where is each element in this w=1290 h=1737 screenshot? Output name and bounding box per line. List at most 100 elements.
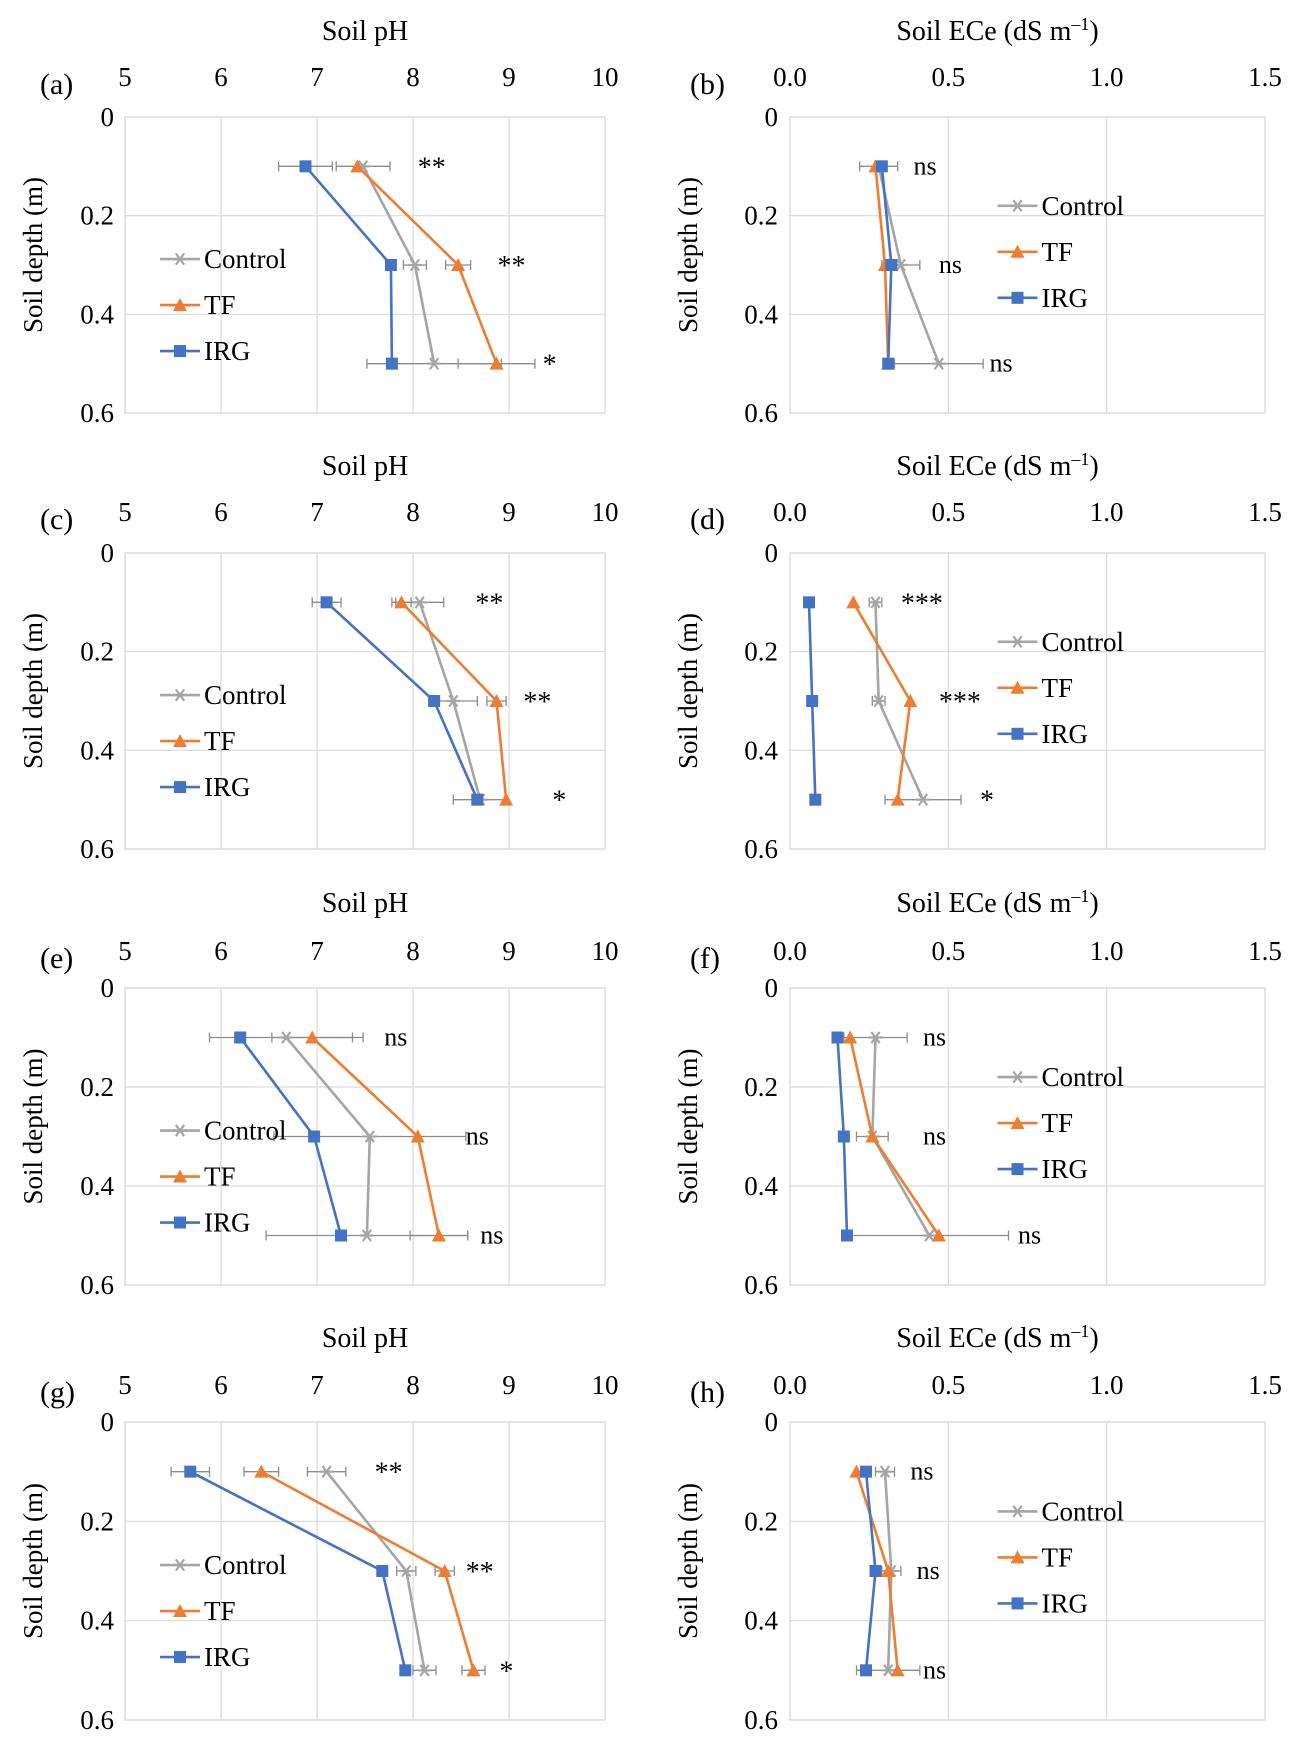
y-tick-label: 0.2 <box>744 1506 778 1536</box>
legend-item-tf: TF <box>160 726 236 756</box>
panel-label: (b) <box>690 68 725 101</box>
legend-item-irg: IRG <box>997 1588 1089 1618</box>
legend-label: IRG <box>1042 1588 1089 1618</box>
irg-marker <box>875 160 888 173</box>
irg-marker <box>831 1031 844 1044</box>
control-marker-stroke <box>429 357 440 370</box>
panel-label: (h) <box>690 1376 725 1409</box>
plot-area <box>124 116 606 414</box>
legend-item-control: Control <box>160 1116 287 1146</box>
y-axis-label: Soil depth (m) <box>673 177 703 333</box>
legend-item-tf: TF <box>997 1108 1073 1138</box>
control-marker <box>881 1664 896 1677</box>
panel-b: (b) Soil ECe (dS m–1) 0.0 0.5 1.0 1.5 0 0.2 0.4 0… <box>673 14 1282 428</box>
series-control <box>306 1466 437 1676</box>
control-marker <box>173 252 187 266</box>
panel-e: (e) Soil pH 5 6 7 8 9 10 0 0.2 0.4 0.6 Soil depth (m… <box>18 888 619 1300</box>
tf-marker <box>173 1604 187 1618</box>
y-tick-label: 0.2 <box>80 637 114 667</box>
legend-item-tf: TF <box>160 290 236 320</box>
plot-area <box>789 116 1266 414</box>
tf-marker <box>865 1129 880 1143</box>
x-tick-label: 1.5 <box>1248 62 1282 92</box>
y-tick-label: 0 <box>101 973 115 1003</box>
legend-item-tf: TF <box>160 1162 236 1192</box>
y-tick-label: 0.4 <box>80 299 114 329</box>
y-tick-label: 0.2 <box>80 1072 114 1102</box>
significance-label: ** <box>466 1557 494 1588</box>
x-axis-title-text: Soil ECe (dS m <box>896 16 1071 47</box>
x-axis-title-text: Soil pH <box>322 451 408 482</box>
control-marker-stroke <box>879 1465 891 1478</box>
x-tick-label: 6 <box>214 1370 228 1400</box>
irg-marker <box>308 1130 321 1143</box>
tf-marker <box>881 1564 896 1577</box>
y-tick-label: 0.2 <box>80 1506 114 1536</box>
x-tick-label: 7 <box>310 936 324 966</box>
control-marker-stroke <box>870 596 881 609</box>
y-tick-label: 0.6 <box>744 1270 778 1300</box>
legend-label: Control <box>204 1550 287 1580</box>
x-tick-label: 8 <box>406 497 420 527</box>
significance-label: ns <box>466 1122 489 1151</box>
y-axis-label: Soil depth (m) <box>18 613 48 769</box>
x-tick-label: 0.5 <box>931 497 965 527</box>
tf-marker <box>451 258 466 271</box>
x-axis-title: Soil pH <box>322 451 408 482</box>
significance-label: ns <box>914 151 937 180</box>
x-tick-label: 6 <box>214 936 228 966</box>
x-axis-title-superscript: –1 <box>1070 1321 1089 1341</box>
x-axis-title-text: Soil pH <box>322 888 408 919</box>
y-tick-label: 0.6 <box>80 1705 114 1735</box>
x-axis-title: Soil ECe (dS m–1) <box>896 886 1098 919</box>
tf-marker <box>903 694 918 707</box>
legend-label: TF <box>204 1596 236 1626</box>
irg-marker <box>299 160 312 173</box>
x-tick-label: 0.0 <box>773 497 807 527</box>
legend: Control TF IRG <box>997 191 1124 313</box>
control-marker <box>916 793 930 806</box>
panel-g: (g) Soil pH 5 6 7 8 9 10 0 0.2 0.4 0.6 Soil depth (m… <box>18 1323 619 1735</box>
control-marker-stroke <box>409 258 420 272</box>
x-axis-title-superscript: –1 <box>1070 449 1089 469</box>
y-tick-label: 0.4 <box>80 1171 114 1201</box>
significance-label: ns <box>923 1023 946 1052</box>
irg-marker <box>184 1465 197 1478</box>
control-marker <box>407 258 422 272</box>
irg-marker <box>320 596 333 609</box>
y-tick-label: 0 <box>101 1407 115 1437</box>
legend-item-irg: IRG <box>160 772 251 802</box>
y-tick-label: 0.6 <box>80 834 114 864</box>
x-axis-title-end: ) <box>1089 451 1098 482</box>
irg-marker <box>860 1664 872 1677</box>
irg-marker <box>428 695 441 707</box>
tf-marker <box>437 1564 452 1577</box>
legend-label: Control <box>1042 1496 1125 1526</box>
x-axis-title-text: Soil pH <box>322 1323 408 1354</box>
x-tick-label: 6 <box>214 62 228 92</box>
irg-marker <box>174 781 186 794</box>
control-marker-stroke <box>1012 1505 1023 1518</box>
significance-label: ns <box>923 1655 946 1684</box>
significance-label: ns <box>923 1122 946 1151</box>
legend: Control TF IRG <box>997 1496 1125 1618</box>
significance-label: ** <box>523 687 551 718</box>
irg-marker <box>1011 291 1024 304</box>
y-axis-label: Soil depth (m) <box>673 1049 703 1205</box>
tf-marker <box>489 356 504 370</box>
x-tick-label: 1.0 <box>1090 1370 1124 1400</box>
significance-label: ** <box>497 251 525 282</box>
panel-f: (f) Soil ECe (dS m–1) 0.0 0.5 1.0 1.5 0 0.2 0.4 0… <box>673 886 1282 1300</box>
x-axis-title: Soil pH <box>322 16 408 47</box>
significance-label: ** <box>418 152 446 183</box>
tf-marker <box>350 159 365 173</box>
irg-marker <box>335 1229 347 1242</box>
irg-marker <box>174 1651 186 1664</box>
control-marker-stroke <box>174 1558 186 1572</box>
tf-marker <box>305 1030 320 1044</box>
tf-marker <box>499 792 514 806</box>
legend-item-control: Control <box>997 1062 1124 1092</box>
y-tick-label: 0.2 <box>744 637 778 667</box>
y-tick-label: 0.2 <box>80 201 114 231</box>
